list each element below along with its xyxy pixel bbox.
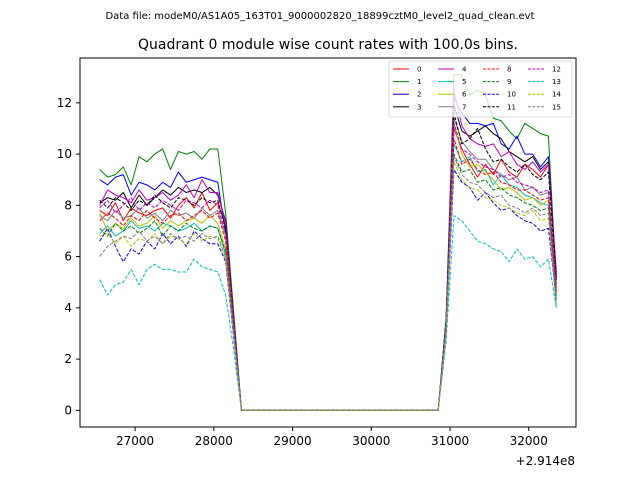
legend-label-12: 12 bbox=[552, 66, 561, 74]
legend-label-3: 3 bbox=[417, 103, 421, 111]
series-line-15 bbox=[99, 156, 557, 411]
legend-frame bbox=[388, 60, 573, 118]
y-axis: 0 2 4 6 8 10 12 bbox=[57, 96, 80, 417]
legend-label-6: 6 bbox=[462, 91, 467, 99]
axes-frame bbox=[79, 57, 577, 428]
y-tick-label: 10 bbox=[57, 147, 72, 161]
y-tick-label: 6 bbox=[64, 250, 72, 264]
x-tick-label: 29000 bbox=[273, 434, 311, 448]
legend-label-7: 7 bbox=[462, 103, 466, 111]
x-tick-label: 31000 bbox=[431, 434, 469, 448]
legend-label-14: 14 bbox=[552, 91, 561, 99]
x-axis: 27000 28000 29000 30000 31000 32000 bbox=[116, 427, 548, 448]
y-tick-label: 4 bbox=[64, 301, 72, 315]
legend-label-5: 5 bbox=[462, 78, 466, 86]
x-tick-label: 27000 bbox=[116, 434, 154, 448]
figure-suptitle: Data file: modeM0/AS1A05_163T01_90000028… bbox=[105, 11, 534, 22]
x-tick-label: 30000 bbox=[352, 434, 390, 448]
legend-label-8: 8 bbox=[507, 66, 511, 74]
legend-label-1: 1 bbox=[417, 78, 421, 86]
series-line-9 bbox=[99, 153, 557, 411]
legend-label-0: 0 bbox=[417, 66, 421, 74]
x-tick-label: 32000 bbox=[510, 434, 548, 448]
legend-label-11: 11 bbox=[507, 103, 516, 111]
y-tick-label: 0 bbox=[64, 403, 72, 417]
legend-label-4: 4 bbox=[462, 66, 467, 74]
legend-label-15: 15 bbox=[552, 103, 561, 111]
legend-label-9: 9 bbox=[507, 78, 511, 86]
series-group bbox=[99, 74, 557, 411]
y-tick-label: 2 bbox=[64, 352, 72, 366]
y-tick-label: 12 bbox=[57, 96, 72, 110]
x-axis-offset-label: +2.914e8 bbox=[516, 454, 575, 468]
legend-label-13: 13 bbox=[552, 78, 561, 86]
chart-title: Quadrant 0 module wise count rates with … bbox=[138, 37, 518, 53]
legend-label-2: 2 bbox=[417, 91, 421, 99]
legend-label-10: 10 bbox=[507, 91, 516, 99]
x-tick-label: 28000 bbox=[195, 434, 233, 448]
y-tick-label: 8 bbox=[64, 198, 72, 212]
